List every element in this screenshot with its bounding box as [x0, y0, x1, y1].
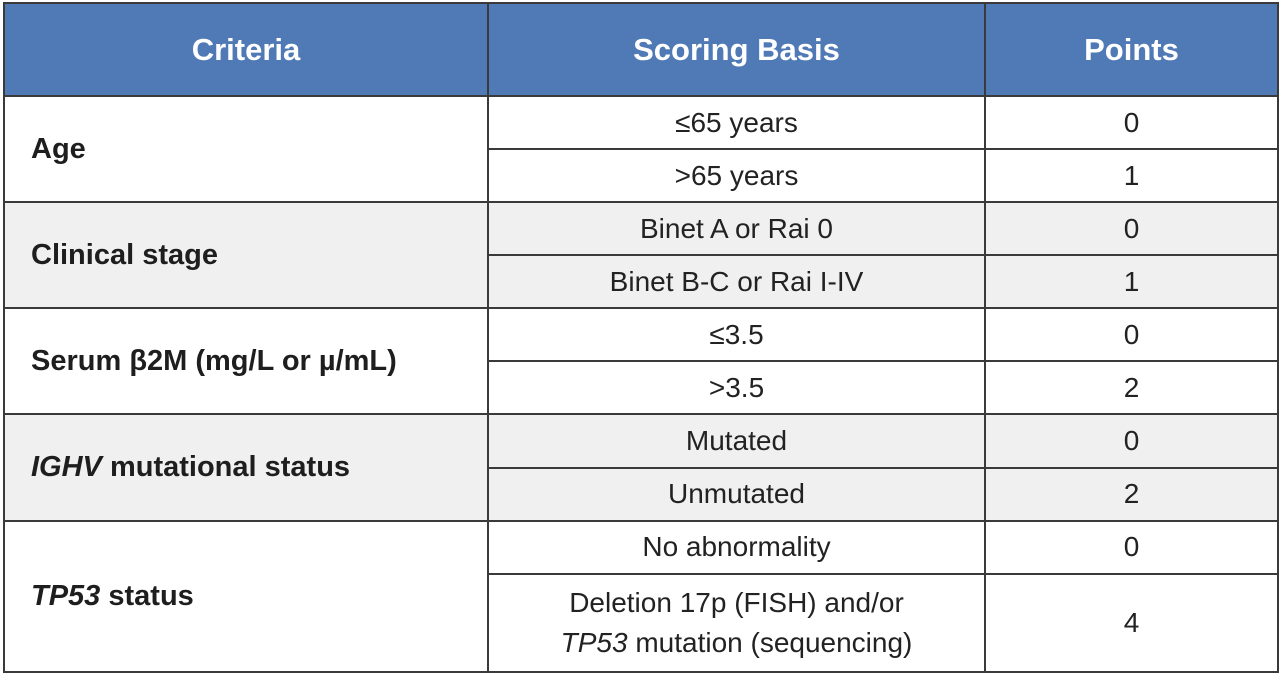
points-cell: 2 [984, 466, 1279, 522]
points-cell: 4 [984, 572, 1279, 674]
criteria-tp53-label: status [100, 579, 194, 612]
table-header-row: Criteria Scoring Basis Points [3, 2, 1279, 97]
header-criteria: Criteria [3, 2, 489, 97]
criteria-ighv: IGHV mutational status [3, 413, 489, 522]
criteria-tp53-gene: TP53 [31, 579, 101, 612]
basis-line-2-rest: mutation (sequencing) [627, 626, 913, 658]
table-row: Clinical stage Binet A or Rai 0 0 [3, 201, 1279, 310]
criteria-ighv-label: mutational status [101, 451, 351, 484]
criteria-age: Age [3, 94, 489, 204]
table-row: Age ≤65 years 0 [3, 94, 1279, 204]
points-cell: 2 [984, 360, 1279, 416]
basis-cell: Binet B-C or Rai I-IV [487, 254, 986, 310]
points-cell: 0 [984, 201, 1279, 257]
basis-cell: Unmutated [487, 466, 986, 522]
criteria-ighv-gene: IGHV [31, 451, 102, 484]
basis-cell: ≤65 years [487, 94, 986, 151]
scoring-table-container: Criteria Scoring Basis Points Age ≤65 ye… [3, 2, 1279, 674]
scoring-table: Criteria Scoring Basis Points Age ≤65 ye… [3, 2, 1279, 674]
basis-cell: ≤3.5 [487, 307, 986, 363]
basis-line-2: TP53 mutation (sequencing) [489, 623, 984, 663]
points-cell: 0 [984, 519, 1279, 575]
criteria-serum-b2m: Serum β2M (mg/L or µ/mL) [3, 307, 489, 416]
header-scoring-basis: Scoring Basis [487, 2, 986, 97]
points-cell: 0 [984, 94, 1279, 151]
criteria-tp53: TP53 status [3, 519, 489, 674]
points-cell: 0 [984, 307, 1279, 363]
table-row: TP53 status No abnormality 0 [3, 519, 1279, 674]
basis-line-2-gene: TP53 [560, 626, 628, 658]
table-row: >3.5 2 [4, 360, 1279, 416]
criteria-clinical-stage: Clinical stage [3, 201, 489, 310]
table-row: IGHV mutational status Mutated 0 [3, 413, 1279, 522]
header-points: Points [984, 2, 1279, 97]
basis-cell-multiline: Deletion 17p (FISH) and/or TP53 mutation… [487, 572, 986, 674]
points-cell: 1 [984, 254, 1279, 310]
basis-cell: No abnormality [487, 519, 986, 575]
table-row: Deletion 17p (FISH) and/or TP53 mutation… [4, 572, 1279, 674]
table-row: >65 years 1 [4, 148, 1279, 204]
basis-line-1: Deletion 17p (FISH) and/or [569, 586, 904, 618]
points-cell: 1 [984, 148, 1279, 204]
basis-cell: Binet A or Rai 0 [487, 201, 986, 257]
points-cell: 0 [984, 413, 1279, 469]
table-row: Unmutated 2 [4, 466, 1279, 522]
table-row: Binet B-C or Rai I-IV 1 [4, 254, 1279, 310]
table-row: Serum β2M (mg/L or µ/mL) ≤3.5 0 [3, 307, 1279, 416]
basis-cell: >65 years [487, 148, 986, 204]
basis-cell: Mutated [487, 413, 986, 469]
basis-cell: >3.5 [487, 360, 986, 416]
